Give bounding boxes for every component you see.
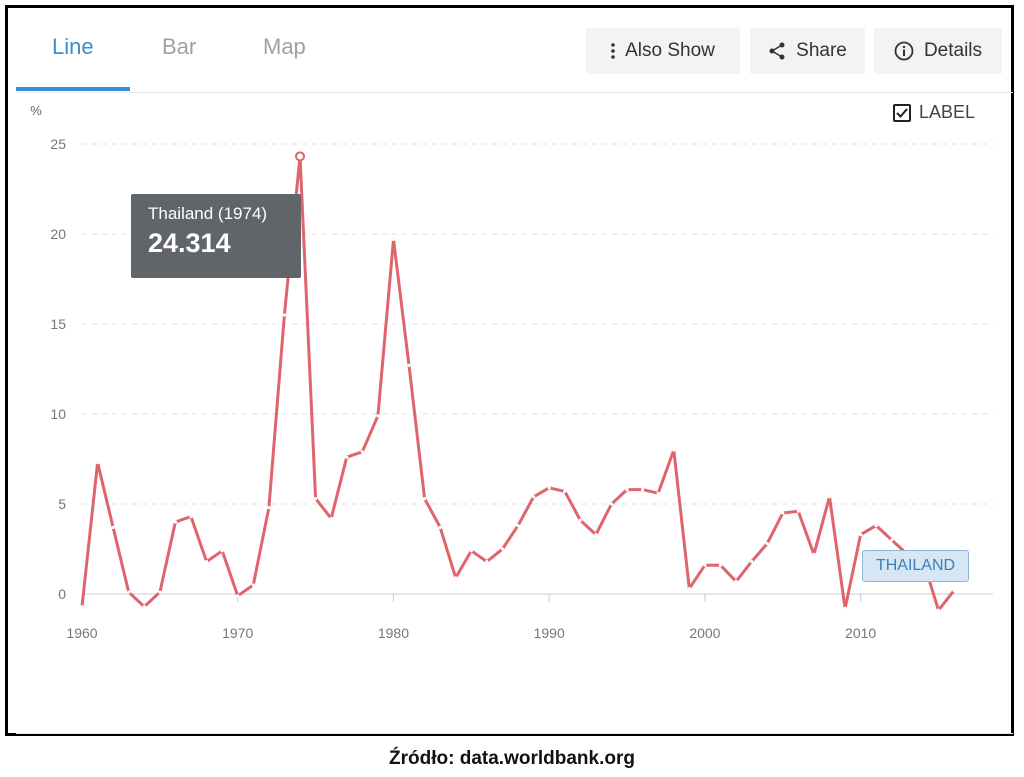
data-point [874,524,878,528]
series-tag-thailand[interactable]: THAILAND [862,550,969,582]
data-point [142,605,146,609]
data-tooltip: Thailand (1974) 24.314 [131,194,301,278]
info-icon [894,41,914,61]
data-point [111,525,115,530]
data-point [313,497,318,501]
data-point [516,524,520,528]
y-tick-label: 5 [58,496,66,512]
active-tab-indicator [16,87,130,91]
data-point [687,587,691,591]
data-point [454,576,458,580]
share-button[interactable]: Share [750,28,865,74]
data-point [625,488,629,492]
series-thailand [80,151,956,612]
data-point [859,533,863,537]
data-point [95,461,100,465]
chart-frame: Line Bar Map Also Show Share Details [5,5,1014,736]
data-point [204,560,209,564]
share-label: Share [796,40,847,61]
x-tick-label: 2010 [845,625,876,641]
data-point [189,515,193,519]
data-point [843,606,847,611]
data-point [376,414,380,418]
also-show-button[interactable]: Also Show [586,28,740,74]
data-point [952,588,956,593]
y-tick-label: 0 [58,586,66,602]
y-tick-label: 25 [50,136,66,152]
data-point [500,547,505,551]
data-point [812,552,816,557]
details-button[interactable]: Details [874,28,1002,74]
data-point [329,516,333,521]
data-point [532,495,536,499]
y-tick-label: 15 [50,316,66,332]
data-point [251,583,255,587]
data-point [391,237,396,241]
data-point [173,520,178,524]
x-tick-label: 1970 [222,625,253,641]
data-point [345,455,349,459]
data-point [578,518,582,522]
data-point [236,594,240,598]
data-point [127,590,131,594]
tab-line[interactable]: Line [52,34,94,59]
footer-divider [16,733,1013,734]
data-point [890,538,894,542]
label-toggle[interactable]: LABEL [893,102,975,123]
more-vertical-icon [611,43,615,59]
x-tick-label: 1960 [66,625,97,641]
data-point [80,605,84,609]
data-point [267,506,271,510]
tab-bar[interactable]: Bar [162,34,197,59]
data-point [641,488,645,492]
data-point [547,486,551,490]
data-point [609,502,614,506]
axes: 0 5 10 15 20 25 1960 1970 1980 1990 2000 2010 [50,136,993,641]
share-icon [769,42,785,60]
data-point [485,560,489,564]
tab-map[interactable]: Map [263,34,306,59]
data-point [282,313,287,317]
x-tick-label: 1990 [534,625,565,641]
y-axis-label: % [30,103,42,118]
line-chart: 0 5 10 15 20 25 1960 1970 1980 1990 2000 2010 % [30,103,993,641]
data-point [594,533,598,537]
checkbox-checked-icon[interactable] [893,103,911,122]
data-point [656,491,660,495]
details-label: Details [923,40,983,61]
tooltip-value: 24.314 [148,228,231,258]
data-point [796,509,800,513]
data-point [765,542,769,546]
data-point [672,448,676,452]
x-tick-label: 1980 [378,625,409,641]
x-tick-label: 2000 [689,625,720,641]
data-point [781,511,785,515]
data-point [734,579,738,584]
also-show-label: Also Show [625,40,715,61]
source-caption: Źródło: data.worldbank.org [389,748,635,769]
data-point [563,489,567,493]
data-point [936,608,941,612]
data-point [827,495,832,499]
label-toggle-text: LABEL [919,102,976,122]
data-point [718,563,723,567]
y-tick-label: 10 [50,406,66,422]
y-tick-label: 20 [50,226,66,242]
data-point [407,363,411,367]
data-point [158,590,162,594]
data-point [360,450,364,454]
data-point [469,549,473,553]
data-point [422,497,427,501]
highlighted-point [295,151,306,162]
data-point [438,525,442,530]
data-point [750,560,754,564]
chart-type-tabs: Line Bar Map Also Show Share Details [16,8,1013,93]
data-point [703,563,707,567]
tooltip-title: Thailand (1974) [148,204,268,223]
data-point [220,549,224,553]
